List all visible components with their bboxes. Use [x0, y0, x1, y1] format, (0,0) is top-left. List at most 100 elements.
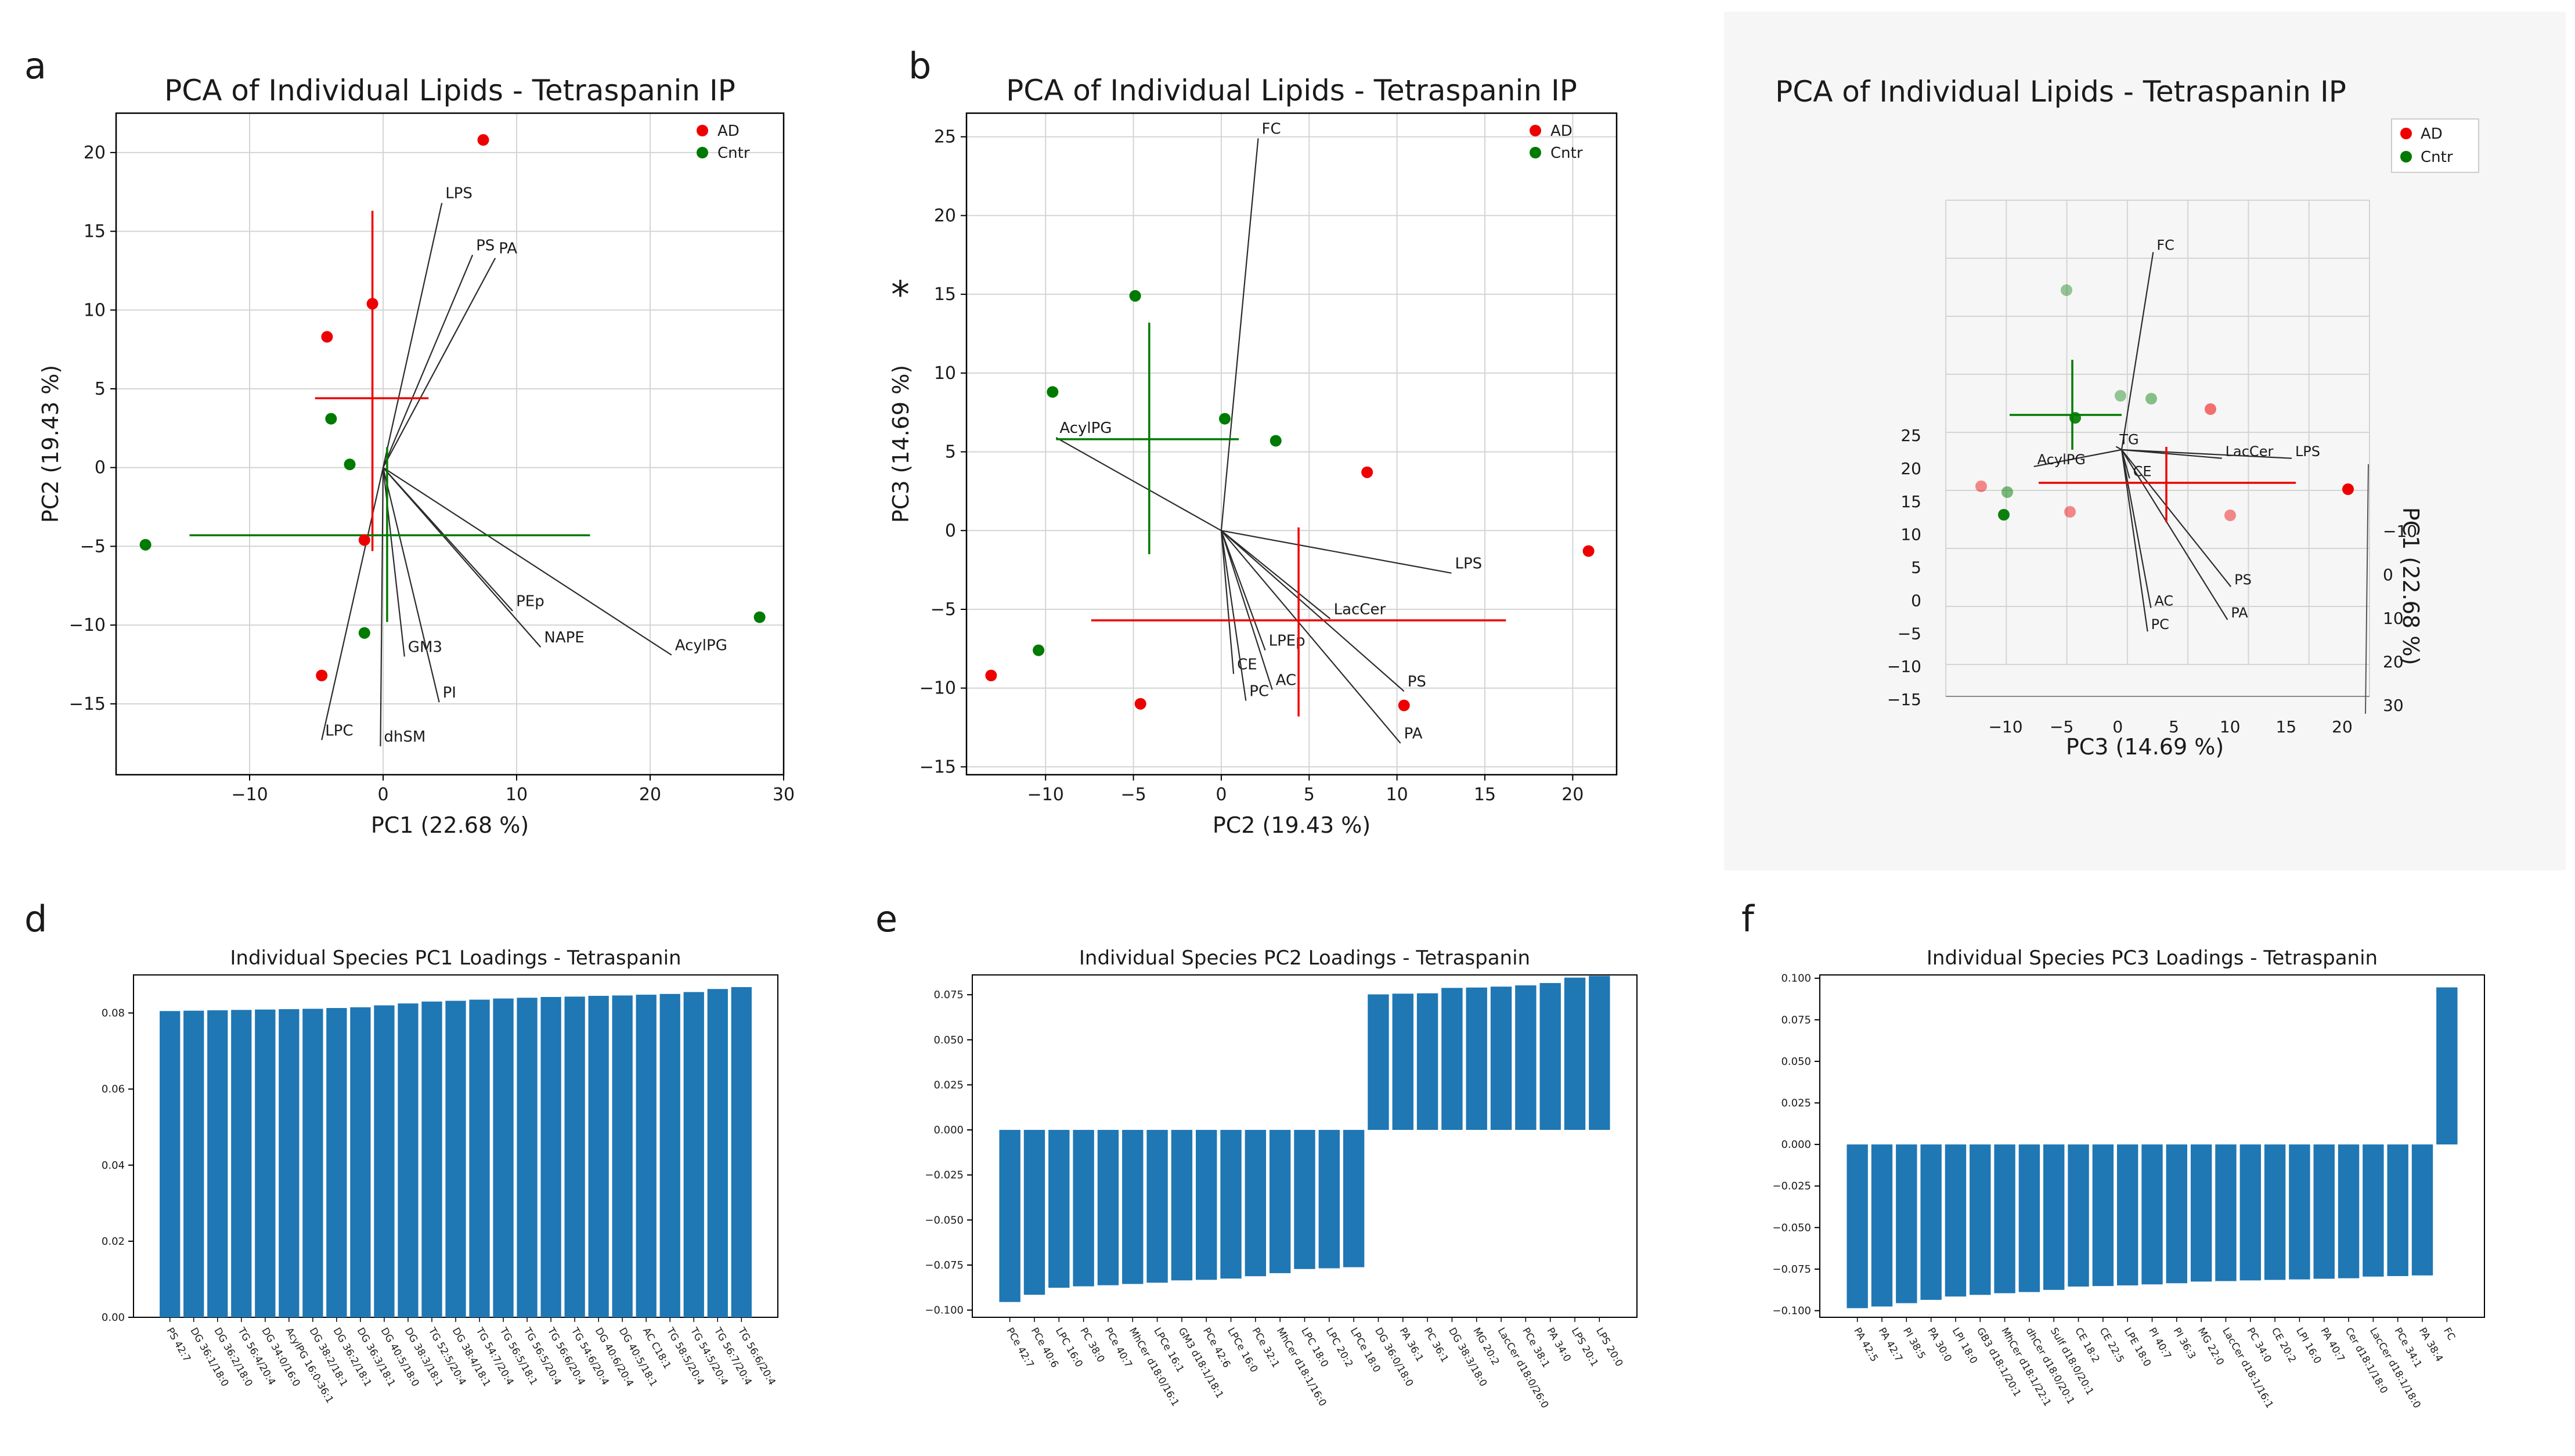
z-axis-label: PC1 (22.68 %) [2398, 507, 2423, 665]
loading-vector [2033, 449, 2122, 468]
plot-frame [115, 112, 785, 776]
loading-vector [383, 467, 542, 648]
tick-label-y: 20 [934, 205, 956, 226]
tick-label-x: 10 [2220, 717, 2241, 736]
bar [421, 1001, 442, 1317]
data-point-cntr [139, 539, 152, 551]
vector-label: LPC [325, 722, 353, 739]
loading-vector [2115, 446, 2122, 450]
bar [255, 1009, 276, 1317]
vector-label: NAPE [544, 629, 584, 646]
bar [1945, 1144, 1967, 1297]
tick-label-y: −10 [1887, 657, 1921, 676]
bar [2387, 1144, 2408, 1276]
tick-label-x: 0 [2112, 717, 2123, 736]
chart-title: Individual Species PC3 Loadings - Tetras… [1927, 946, 2378, 970]
bar [1539, 982, 1561, 1130]
axis-z [2365, 464, 2369, 714]
tick-label-x: 20 [1561, 785, 1584, 805]
vector-label: PI [443, 684, 456, 702]
bar [2289, 1144, 2310, 1280]
tick-label-y: −0.075 [925, 1259, 964, 1271]
loading-vector [383, 258, 496, 468]
bar [302, 1009, 323, 1317]
bar [2411, 1144, 2433, 1276]
legend-marker [2400, 128, 2412, 139]
bar [2092, 1144, 2114, 1287]
loading-vector [382, 467, 440, 703]
legend-marker [697, 147, 708, 158]
bar [1245, 1130, 1267, 1277]
bar-category-label: PI 40:7 [2146, 1326, 2173, 1361]
tick-label-y: 0.04 [102, 1159, 125, 1172]
loading-vector [1220, 138, 1259, 531]
chart-title: PCA of Individual Lipids - Tetraspanin I… [1775, 75, 2346, 109]
tick-label-z: 20 [2383, 652, 2404, 671]
tick-label-y: 5 [945, 442, 956, 463]
loading-vector [382, 203, 443, 468]
vector-label: PC [2151, 616, 2169, 633]
bar [636, 995, 657, 1317]
data-point [1975, 480, 1987, 492]
panel-c: PCA of Individual Lipids - Tetraspanin I… [1775, 75, 2479, 760]
data-point [1998, 509, 2010, 521]
vector-label: dhSM [384, 728, 425, 746]
bar [659, 993, 680, 1317]
data-point-cntr [1218, 413, 1231, 425]
loading-vector [1220, 530, 1247, 701]
bar [279, 1009, 300, 1317]
bar [2018, 1144, 2040, 1292]
significance-marker: * [891, 274, 910, 317]
tick-label-x: −10 [1988, 717, 2022, 736]
bar [1220, 1130, 1242, 1279]
bar [1847, 1144, 1868, 1309]
tick-label-y: 0.075 [1781, 1014, 1811, 1026]
vector-label: AcylPG [1059, 420, 1112, 437]
bar [1490, 987, 1512, 1130]
tick-label-y: 0.06 [102, 1083, 125, 1096]
vector-label: FC [2156, 237, 2174, 254]
tick-label-y: 10 [1900, 525, 1921, 544]
bar-category-label: PA 42:7 [1876, 1326, 1905, 1364]
chart-title: PCA of Individual Lipids - Tetraspanin I… [1006, 74, 1577, 107]
bar [445, 1000, 466, 1317]
vector-label: TG [2119, 431, 2138, 447]
legend-marker [697, 125, 708, 136]
data-point [2115, 390, 2126, 402]
data-point-ad [1361, 466, 1373, 478]
bar [2116, 1144, 2138, 1286]
bar [707, 989, 728, 1317]
y-axis-label: PC3 (14.69 %) [888, 365, 914, 523]
tick-label-y: 0.025 [1781, 1097, 1811, 1110]
data-point-ad [1398, 699, 1410, 711]
vector-label: PS [1408, 673, 1426, 691]
bar-category-label: PI 38:5 [1900, 1326, 1928, 1361]
tick-label-z: −10 [2383, 522, 2417, 541]
vector-label: LPS [1455, 555, 1482, 573]
loading-vector [2120, 449, 2148, 632]
panel-letter-d: d [24, 898, 47, 940]
vector-label: PA [2231, 605, 2248, 621]
vector-label: LacCer [1334, 601, 1386, 618]
data-point [2145, 393, 2157, 404]
panel-d: Individual Species PC1 Loadings - Tetras… [102, 946, 778, 1406]
loading-vector [1220, 530, 1266, 651]
plot-frame [965, 112, 1618, 776]
tick-label-x: 0 [377, 785, 388, 805]
panel-letter-f: f [1741, 898, 1755, 940]
data-point [2061, 284, 2072, 296]
tick-label-y: 20 [1900, 459, 1921, 478]
bar [2141, 1144, 2163, 1285]
data-point-ad [321, 331, 333, 343]
tick-label-y: −0.100 [925, 1305, 964, 1317]
legend-label: Cntr [1550, 144, 1583, 162]
vector-label: LPEp [1269, 633, 1305, 650]
bar [1122, 1130, 1144, 1284]
data-point-cntr [358, 627, 370, 639]
tick-label-x: −5 [2050, 717, 2073, 736]
bar [183, 1010, 204, 1317]
bar [326, 1008, 347, 1317]
data-point-cntr [325, 413, 337, 425]
tick-label-x: 5 [1304, 785, 1315, 805]
legend-marker [1530, 125, 1541, 136]
